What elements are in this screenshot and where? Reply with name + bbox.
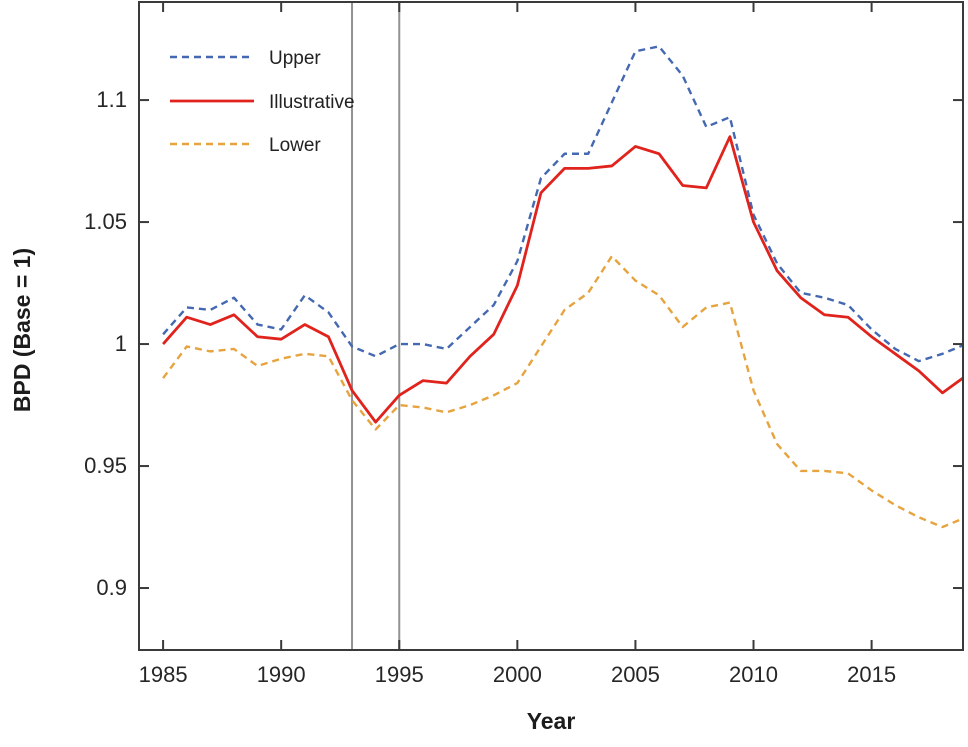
y-tick-label: 0.9 <box>96 575 127 600</box>
y-axis-label: BPD (Base = 1) <box>9 248 35 412</box>
legend-item-lower: Lower <box>170 135 321 156</box>
y-tick-label: 1.05 <box>84 209 127 234</box>
reference-lines <box>351 2 401 650</box>
y-tick-label: 1 <box>115 331 127 356</box>
y-tick-label: 0.95 <box>84 453 127 478</box>
plot-border <box>138 1 964 651</box>
x-tick-label: 2000 <box>493 662 542 687</box>
illustrative-series-line <box>162 135 963 424</box>
legend-item-upper: Upper <box>170 48 321 69</box>
legend-label-illustrative: Illustrative <box>269 92 355 113</box>
x-axis-label: Year <box>527 708 576 734</box>
x-tick-label: 1995 <box>375 662 424 687</box>
data-series <box>162 45 963 529</box>
x-tick-label: 1990 <box>257 662 306 687</box>
tick-labels: 1985 1990 1995 2000 2005 2010 2015 0.9 0.95 1 1.05… <box>84 87 896 687</box>
lower-series-line <box>162 255 963 529</box>
x-tick-label: 2010 <box>729 662 778 687</box>
legend: Upper Illustrative Lower <box>170 48 355 156</box>
legend-label-upper: Upper <box>269 48 321 69</box>
legend-item-illustrative: Illustrative <box>170 92 355 113</box>
legend-label-lower: Lower <box>269 135 321 156</box>
x-tick-label: 2015 <box>847 662 896 687</box>
y-tick-label: 1.1 <box>96 87 127 112</box>
x-tick-label: 1985 <box>139 662 188 687</box>
x-tick-label: 2005 <box>611 662 660 687</box>
upper-series-line <box>162 45 963 363</box>
plot-frame <box>138 1 964 651</box>
